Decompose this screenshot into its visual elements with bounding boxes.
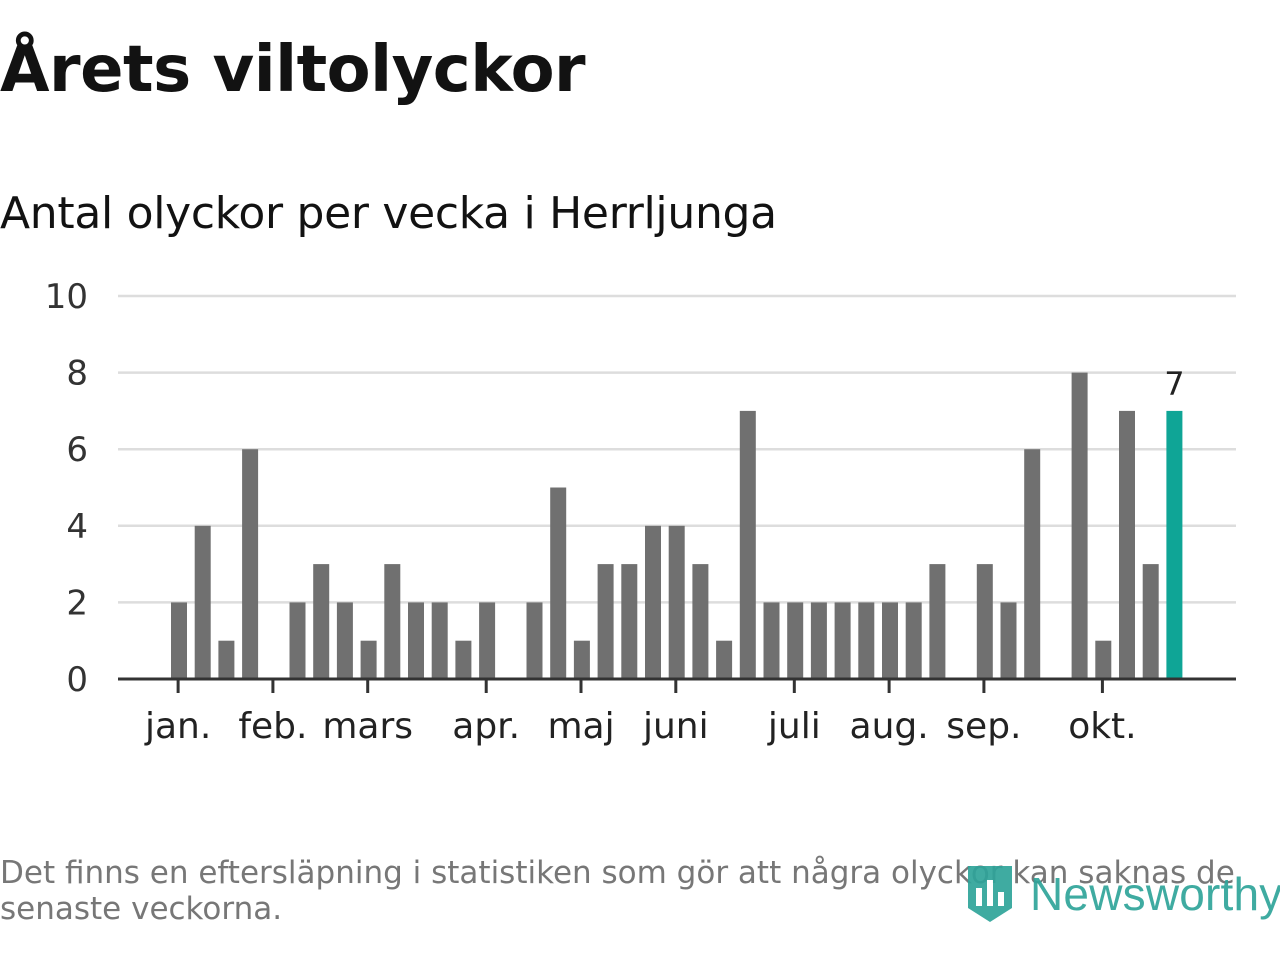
x-tick-label: sep. [946, 706, 1021, 747]
bar [905, 602, 922, 679]
y-tick-label: 0 [66, 660, 88, 700]
page-title: Årets viltolyckor [0, 33, 586, 107]
y-tick-label: 8 [66, 354, 88, 394]
x-tick-label: juli [767, 706, 821, 747]
x-tick-label: aug. [850, 706, 929, 747]
bar [976, 564, 993, 679]
x-tick-label: jan. [144, 706, 211, 747]
bar-chart-icon [968, 866, 1012, 922]
bar [194, 525, 211, 679]
bar [550, 487, 567, 679]
y-tick-label: 4 [66, 507, 88, 547]
bar [1024, 449, 1041, 679]
bar [431, 602, 448, 679]
bar [289, 602, 306, 679]
bar [336, 602, 353, 679]
bar [621, 564, 638, 679]
footnote: Det finns en eftersläpning i statistiken… [0, 855, 1235, 927]
bar [1119, 410, 1135, 679]
bar [1071, 372, 1088, 679]
bar-chart: 0 2 4 6 8 10 7 jan. feb. mars apr. maj juni juli aug. s… [45, 277, 1236, 747]
bar [645, 525, 661, 679]
brand-logo: Newsworthy [964, 862, 1280, 926]
y-tick-label: 2 [66, 583, 88, 623]
x-tick-label: feb. [238, 706, 307, 747]
bar [597, 564, 614, 679]
bar [455, 640, 472, 679]
x-tick-label: maj [547, 706, 614, 747]
bar [218, 640, 235, 679]
bar [1095, 640, 1112, 679]
bar [479, 602, 496, 679]
bar [360, 640, 377, 679]
bar [692, 564, 709, 679]
bar [408, 602, 424, 679]
bar [882, 602, 898, 679]
bar [763, 602, 780, 679]
brand-name: Newsworthy [1030, 868, 1280, 920]
bar [668, 525, 685, 679]
bar [716, 640, 733, 679]
y-tick-label: 10 [45, 277, 88, 317]
bar [810, 602, 827, 679]
bar [929, 564, 946, 679]
bar [313, 564, 330, 679]
bar [858, 602, 875, 679]
bar [384, 564, 401, 679]
bar [526, 602, 543, 679]
x-tick-label: mars [322, 706, 413, 747]
bar [834, 602, 851, 679]
bar [739, 410, 756, 679]
data-label: 7 [1164, 365, 1184, 403]
x-tick-label: apr. [452, 706, 520, 747]
bar [1142, 564, 1159, 679]
x-tick-label: okt. [1068, 706, 1136, 747]
bar [171, 602, 187, 679]
bar [242, 449, 259, 679]
y-tick-label: 6 [66, 430, 88, 470]
highlight-bar [1166, 410, 1183, 679]
bar [573, 640, 590, 679]
x-tick-label: juni [642, 706, 709, 747]
bar [1000, 602, 1017, 679]
bar [787, 602, 804, 679]
chart-subtitle: Antal olyckor per vecka i Herrljunga [0, 188, 777, 239]
